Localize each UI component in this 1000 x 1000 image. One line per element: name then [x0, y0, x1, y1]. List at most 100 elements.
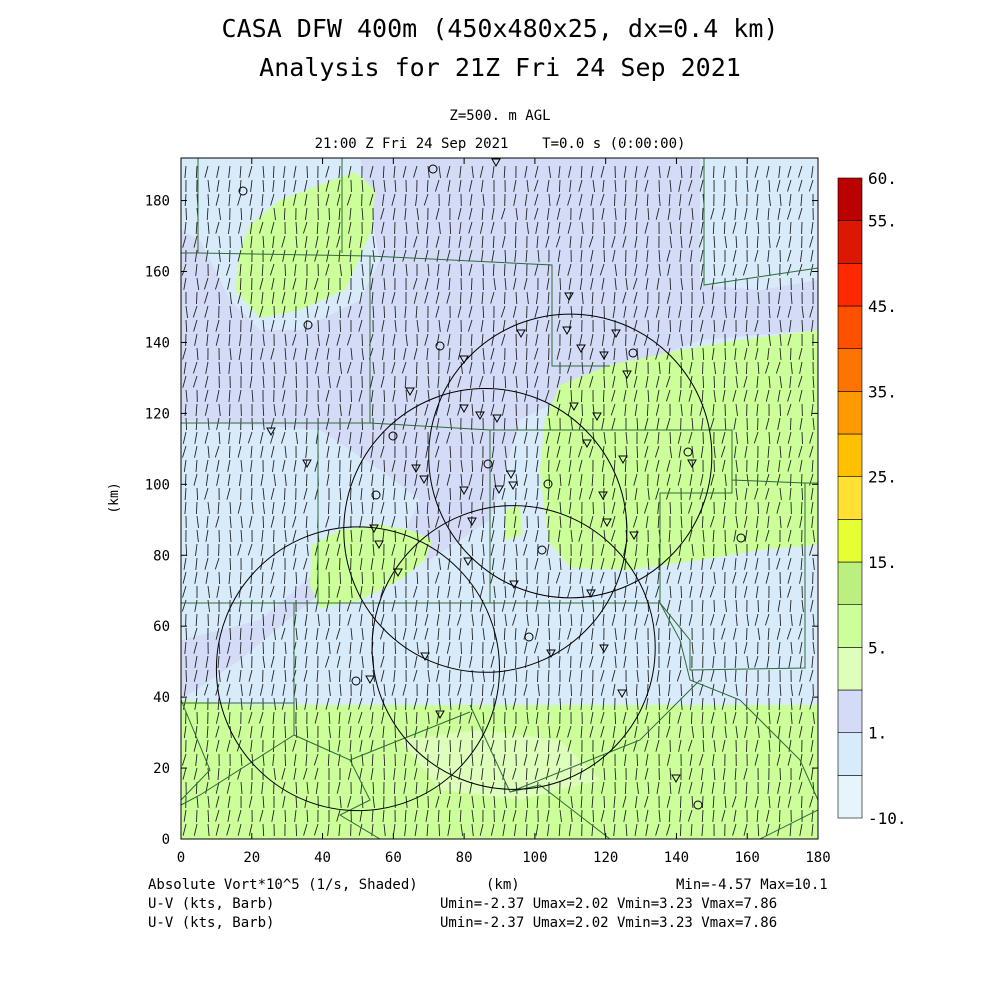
wind-barb	[183, 683, 187, 696]
wind-barb	[228, 333, 231, 346]
wind-barb	[424, 249, 429, 262]
wind-barb	[578, 193, 583, 206]
wind-barb	[260, 445, 264, 458]
wind-barb	[636, 711, 639, 725]
wind-barb	[515, 557, 518, 571]
wind-barb	[612, 249, 616, 262]
wind-barb	[284, 739, 287, 753]
wind-barb	[504, 375, 507, 389]
wind-barb	[349, 669, 352, 682]
wind-barb	[348, 235, 352, 248]
wind-barb	[325, 263, 330, 276]
wind-barb	[699, 319, 704, 332]
wind-barb	[218, 291, 220, 305]
wind-barb	[207, 585, 211, 598]
wind-barb	[756, 375, 759, 388]
wind-barb	[666, 249, 671, 262]
wind-barb	[624, 725, 627, 738]
wind-barb	[809, 669, 814, 682]
wind-barb	[196, 515, 199, 528]
wind-barb	[214, 445, 220, 458]
wind-barb	[787, 431, 792, 444]
wind-barb	[547, 291, 550, 305]
wind-barb	[513, 263, 517, 276]
wind-barb	[647, 319, 650, 333]
wind-barb	[581, 585, 585, 598]
wind-barb	[370, 557, 374, 570]
wind-barb	[589, 515, 594, 528]
wind-barb	[424, 417, 429, 430]
wind-barb	[537, 683, 540, 696]
wind-barb	[559, 809, 562, 822]
wind-barb	[634, 795, 638, 808]
wind-barb	[515, 543, 518, 556]
wind-barb	[624, 473, 627, 487]
wind-barb	[666, 459, 671, 472]
wind-barb	[546, 543, 550, 556]
wind-barb	[724, 417, 727, 431]
wind-barb	[359, 291, 363, 304]
wind-barb	[701, 599, 704, 613]
wind-barb	[240, 235, 243, 248]
wind-barb	[546, 445, 550, 458]
wind-barb	[481, 333, 484, 346]
wind-barb	[810, 599, 814, 612]
wind-barb	[546, 207, 550, 220]
wind-barb	[306, 809, 309, 823]
wind-barb	[403, 781, 407, 794]
wind-barb	[548, 193, 551, 207]
wind-barb	[535, 823, 539, 836]
wind-barb	[734, 767, 737, 781]
wind-barb	[261, 585, 264, 598]
wind-barb	[701, 809, 704, 823]
wind-barb	[690, 305, 693, 319]
wind-barb	[536, 389, 539, 402]
wind-barb	[700, 767, 704, 780]
wind-barb	[361, 263, 364, 276]
wind-barb	[273, 641, 275, 655]
wind-barb	[447, 823, 451, 836]
wind-barb	[293, 179, 297, 192]
wind-barb	[735, 613, 738, 626]
wind-barb	[448, 277, 451, 291]
wind-barb	[326, 445, 330, 458]
wind-barb	[589, 655, 594, 668]
wind-barb	[655, 613, 660, 626]
wind-barb	[776, 179, 781, 192]
wind-barb	[777, 599, 781, 612]
wind-barb	[227, 809, 231, 822]
wind-barb	[743, 585, 748, 598]
wind-barb	[336, 193, 341, 206]
wind-barb	[548, 165, 552, 178]
wind-barb	[546, 179, 550, 192]
wind-barb	[229, 543, 232, 557]
wind-barb	[327, 459, 330, 472]
wind-barb	[205, 739, 209, 752]
wind-barb	[380, 207, 385, 220]
wind-barb	[658, 193, 661, 206]
wind-barb	[427, 165, 430, 178]
wind-barb	[262, 375, 265, 389]
wind-barb	[305, 683, 308, 696]
wind-barb	[370, 389, 374, 402]
wind-barb	[512, 361, 517, 374]
wind-barb	[699, 333, 704, 346]
wind-barb	[733, 333, 737, 346]
wind-barb	[415, 361, 418, 375]
wind-barb	[270, 515, 275, 528]
wind-barb	[570, 795, 573, 808]
wind-barb	[624, 781, 627, 795]
wind-barb	[787, 543, 792, 556]
wind-barb	[790, 473, 792, 487]
wind-barb	[229, 305, 232, 318]
wind-barb	[523, 627, 528, 640]
wind-barb	[392, 333, 396, 346]
wind-barb	[580, 249, 583, 262]
wind-barb	[702, 375, 705, 389]
wind-barb	[303, 459, 308, 472]
wind-barb	[369, 697, 374, 710]
wind-barb	[567, 193, 572, 206]
wind-barb	[545, 235, 550, 248]
wind-barb	[402, 627, 407, 640]
wind-barb	[380, 501, 385, 514]
